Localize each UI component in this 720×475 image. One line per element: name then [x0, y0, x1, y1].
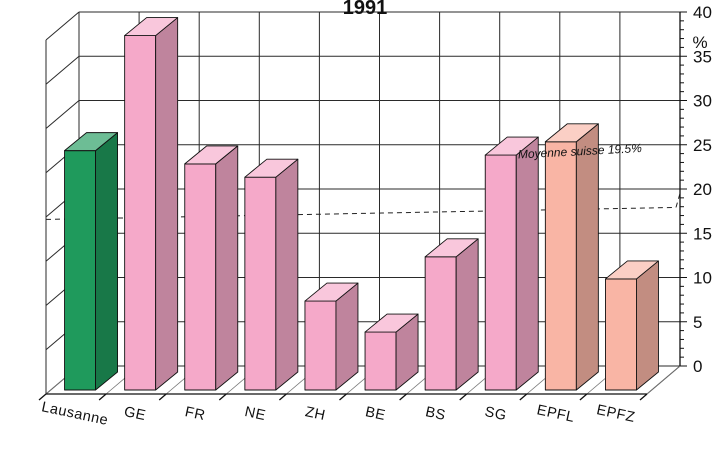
x-axis-tick — [98, 393, 107, 401]
x-axis-tick — [399, 393, 408, 401]
x-tick-label: Lausanne — [40, 399, 110, 429]
bar-side-epfz — [636, 260, 659, 391]
bar-ne — [244, 176, 277, 391]
x-tick-label: FR — [183, 404, 206, 424]
bar-ge — [124, 35, 157, 391]
y-tick-label: 0 — [693, 357, 702, 376]
bar-side-bs — [455, 238, 479, 391]
x-axis-tick — [218, 393, 227, 401]
grid-line-left-wall — [45, 11, 80, 41]
bar-top-zh — [304, 282, 359, 302]
x-tick-label: BE — [364, 404, 387, 424]
bar-top-bs — [424, 238, 479, 258]
bar-top-sg — [484, 136, 539, 156]
y-tick-label: 40 — [693, 3, 712, 22]
bar-be — [364, 331, 397, 391]
y-axis-label: % — [692, 33, 707, 52]
bar-top-epfl — [544, 123, 599, 143]
y-tick-label: 25 — [693, 136, 712, 155]
x-tick-label: BS — [424, 404, 447, 424]
reference-line-depth — [675, 193, 681, 208]
bar-side-epfl — [575, 123, 599, 391]
bar-side-zh — [335, 282, 359, 391]
x-axis-tick — [158, 393, 167, 401]
y-tick-label: 10 — [693, 269, 712, 288]
bar-fr — [184, 163, 217, 391]
y-tick-label: 20 — [693, 180, 712, 199]
bar-side-sg — [515, 136, 539, 391]
y-tick-label: 35 — [693, 47, 712, 66]
bar-side-fr — [215, 145, 239, 391]
y-tick-label: 30 — [693, 92, 712, 111]
x-axis-tick — [38, 393, 47, 401]
x-tick-label: ZH — [304, 404, 327, 424]
floor-line — [646, 365, 681, 395]
grid-line-left-wall — [45, 55, 80, 85]
bar-side-lausanne — [95, 132, 119, 391]
bar-top-lausanne — [64, 132, 119, 152]
bar-side-ne — [275, 158, 299, 391]
bar-top-be — [364, 313, 419, 333]
bar-top-epfz — [605, 260, 659, 280]
x-axis-tick — [339, 393, 347, 401]
grid-line-left-wall — [45, 100, 80, 129]
reference-line-label: Moyenne suisse 19.5% — [518, 141, 643, 161]
x-tick-label: SG — [483, 404, 508, 424]
x-axis-tick — [459, 393, 468, 401]
x-tick-label: EPFL — [535, 402, 576, 426]
bar-zh — [304, 300, 337, 391]
bar-epfl — [544, 141, 577, 391]
x-axis-tick — [278, 393, 287, 401]
x-tick-label: EPFZ — [595, 402, 637, 426]
y-tick-label: 5 — [693, 313, 702, 332]
bar-top-ge — [124, 17, 179, 37]
bar-epfz — [605, 278, 637, 391]
x-axis-tick — [519, 393, 528, 401]
bar-top-fr — [184, 145, 239, 165]
x-tick-label: GE — [123, 404, 148, 424]
y-tick-label: 15 — [693, 224, 712, 243]
x-tick-label: NE — [243, 404, 267, 424]
bar-bs — [424, 256, 457, 391]
x-axis-tick — [579, 393, 588, 401]
chart-title: 1991 — [343, 0, 388, 19]
bar-side-ge — [155, 17, 179, 391]
bar-lausanne — [64, 150, 97, 391]
x-axis-tick — [639, 393, 648, 401]
bar-sg — [484, 154, 517, 391]
bar-top-ne — [244, 158, 299, 178]
